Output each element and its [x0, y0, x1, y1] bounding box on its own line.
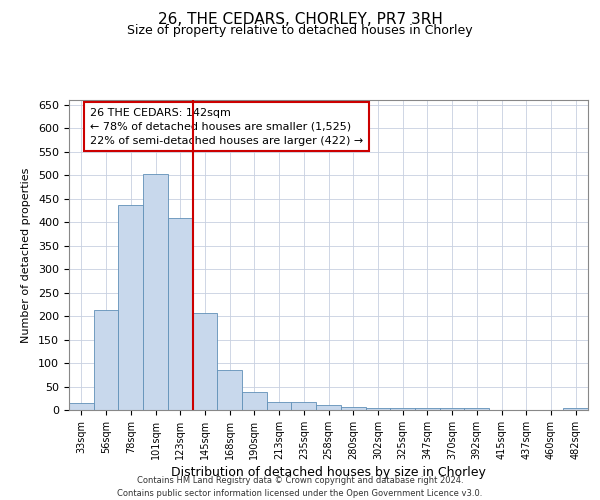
Bar — [168, 218, 193, 410]
Bar — [563, 408, 588, 410]
Bar — [217, 370, 242, 410]
Bar — [143, 174, 168, 410]
Text: Contains HM Land Registry data © Crown copyright and database right 2024.
Contai: Contains HM Land Registry data © Crown c… — [118, 476, 482, 498]
Text: 26, THE CEDARS, CHORLEY, PR7 3RH: 26, THE CEDARS, CHORLEY, PR7 3RH — [158, 12, 442, 28]
Bar — [390, 408, 415, 410]
Y-axis label: Number of detached properties: Number of detached properties — [21, 168, 31, 342]
Bar — [464, 408, 489, 410]
Text: 26 THE CEDARS: 142sqm
← 78% of detached houses are smaller (1,525)
22% of semi-d: 26 THE CEDARS: 142sqm ← 78% of detached … — [90, 108, 363, 146]
Bar — [242, 392, 267, 410]
Bar — [440, 408, 464, 410]
Bar — [292, 402, 316, 410]
Bar — [316, 406, 341, 410]
Bar — [94, 310, 118, 410]
Bar — [267, 402, 292, 410]
Bar — [341, 407, 365, 410]
Bar — [193, 313, 217, 410]
Bar — [69, 403, 94, 410]
X-axis label: Distribution of detached houses by size in Chorley: Distribution of detached houses by size … — [171, 466, 486, 479]
Bar — [415, 408, 440, 410]
Bar — [118, 205, 143, 410]
Bar — [365, 408, 390, 410]
Text: Size of property relative to detached houses in Chorley: Size of property relative to detached ho… — [127, 24, 473, 37]
